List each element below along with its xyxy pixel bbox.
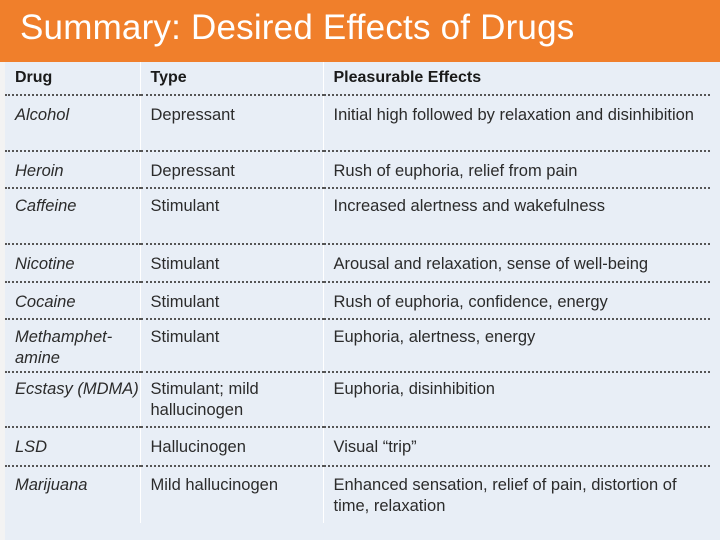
type-cell: Mild hallucinogen	[139, 466, 323, 523]
type-cell: Depressant	[139, 95, 323, 152]
header-pleasurable-effects: Pleasurable Effects	[322, 62, 710, 96]
header-row: Drug Type Pleasurable Effects	[5, 62, 710, 96]
drug-cell: Methamphet-amine	[5, 319, 140, 373]
drug-effects-table: Drug Type Pleasurable Effects Alcohol De…	[5, 62, 710, 523]
drug-cell: Heroin	[5, 151, 140, 189]
type-cell: Depressant	[139, 151, 323, 189]
table-row: Caffeine Stimulant Increased alertness a…	[5, 188, 710, 245]
title-bar: Summary: Desired Effects of Drugs	[0, 0, 720, 62]
header-type: Type	[139, 62, 323, 96]
type-cell: Stimulant; mild hallucinogen	[139, 372, 323, 428]
table-row: Cocaine Stimulant Rush of euphoria, conf…	[5, 282, 710, 320]
type-cell: Stimulant	[139, 244, 323, 283]
drug-cell: Caffeine	[5, 188, 140, 245]
drug-cell: Alcohol	[5, 95, 140, 152]
drug-cell: Ecstasy (MDMA)	[5, 372, 140, 428]
table-row: Nicotine Stimulant Arousal and relaxatio…	[5, 244, 710, 283]
table-row: Alcohol Depressant Initial high followed…	[5, 95, 710, 152]
table-row: Heroin Depressant Rush of euphoria, reli…	[5, 151, 710, 189]
table-row: Methamphet-amine Stimulant Euphoria, ale…	[5, 319, 710, 373]
header-drug: Drug	[5, 62, 140, 96]
drug-cell: LSD	[5, 427, 140, 467]
effects-cell: Initial high followed by relaxation and …	[322, 95, 710, 152]
slide-title: Summary: Desired Effects of Drugs	[20, 8, 575, 47]
drug-effects-table-panel: Drug Type Pleasurable Effects Alcohol De…	[0, 62, 720, 540]
type-cell: Hallucinogen	[139, 427, 323, 467]
effects-cell: Euphoria, disinhibition	[322, 372, 710, 428]
table-row: Ecstasy (MDMA) Stimulant; mild hallucino…	[5, 372, 710, 428]
type-cell: Stimulant	[139, 282, 323, 320]
effects-cell: Visual “trip”	[322, 427, 710, 467]
drug-cell: Marijuana	[15, 476, 88, 494]
drug-cell: Cocaine	[5, 282, 140, 320]
type-cell: Stimulant	[139, 319, 323, 373]
table-row: LSD Hallucinogen Visual “trip”	[5, 427, 710, 467]
type-cell: Stimulant	[139, 188, 323, 245]
effects-cell: Rush of euphoria, confidence, energy	[322, 282, 710, 320]
effects-cell: Euphoria, alertness, energy	[322, 319, 710, 373]
table-row: Marijuana Mild hallucinogen Enhanced sen…	[5, 466, 710, 523]
effects-cell: Rush of euphoria, relief from pain	[322, 151, 710, 189]
drug-cell: Nicotine	[5, 244, 140, 283]
effects-cell: Increased alertness and wakefulness	[322, 188, 710, 245]
left-edge-strip	[0, 62, 5, 540]
effects-cell: Enhanced sensation, relief of pain, dist…	[322, 466, 710, 523]
effects-cell: Arousal and relaxation, sense of well-be…	[322, 244, 710, 283]
